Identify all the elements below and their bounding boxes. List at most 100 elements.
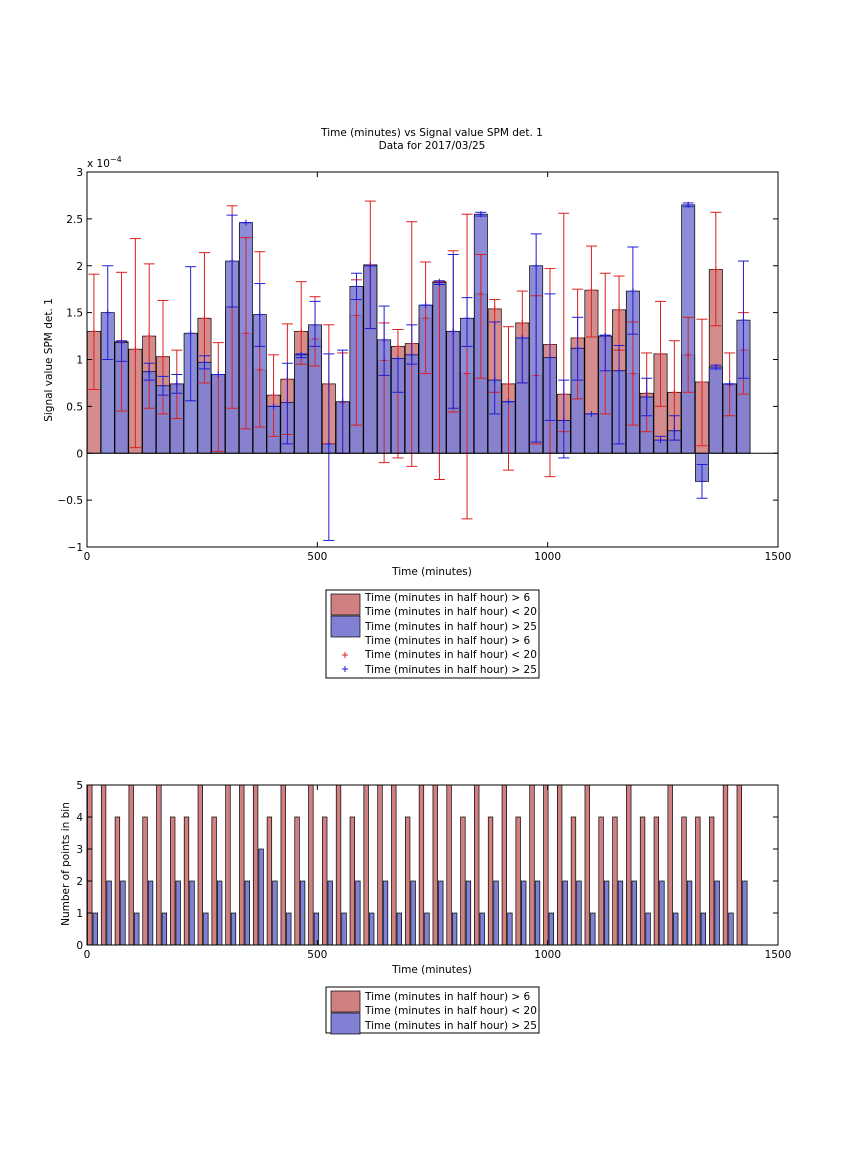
bar (156, 784, 162, 946)
bar (603, 880, 610, 946)
bar (322, 816, 328, 946)
chart-title: Time (minutes) vs Signal value SPM det. … (320, 127, 543, 139)
bottom-legend: Time (minutes in half hour) > 6 Time (mi… (325, 986, 540, 1035)
x-tick-label: 1000 (534, 551, 561, 563)
y-tick-label: 2 (76, 261, 83, 273)
bar (617, 880, 624, 946)
bar (327, 880, 333, 946)
legend-entry: Time (minutes in half hour) > 25 (364, 621, 537, 633)
bar (410, 880, 416, 946)
bar (460, 816, 466, 946)
bar (280, 784, 286, 946)
bar (211, 816, 217, 946)
legend-entry: Time (minutes in half hour) < 20 (364, 1005, 537, 1017)
bar (313, 912, 320, 946)
y-tick-label: 0 (76, 448, 83, 460)
legend-entry: Time (minutes in half hour) > 25 (364, 664, 537, 676)
plot-frame (86, 784, 779, 946)
bar (230, 912, 237, 946)
bar (335, 784, 342, 946)
legend-entry: Time (minutes in half hour) > 25 (364, 1020, 537, 1032)
legend-entry: Time (minutes in half hour) > 6 (364, 592, 531, 604)
bar (175, 880, 181, 946)
y-tick-label: 5 (76, 780, 83, 792)
bar (659, 880, 665, 946)
bar (501, 784, 508, 946)
legend-swatch-red (330, 593, 361, 616)
bar (626, 784, 632, 946)
bar (521, 880, 527, 946)
y-tick-label: 1.5 (66, 308, 83, 320)
bar (418, 784, 425, 946)
legend-marker-blue-plus (342, 666, 348, 672)
bar (189, 880, 195, 946)
x-tick-label: 1000 (534, 949, 561, 961)
bar (369, 912, 375, 946)
y-tick-label: 0.5 (66, 401, 83, 413)
bar (424, 912, 430, 946)
bar (576, 880, 582, 946)
bottom-plot-axes: 0 500 1000 1500 0 1 2 3 4 5 (76, 780, 791, 961)
bar (349, 816, 355, 946)
bar (142, 816, 148, 946)
bar (355, 880, 361, 946)
bar (106, 880, 112, 946)
y-tick-label: 2 (76, 876, 83, 888)
bar (294, 354, 309, 454)
bar (446, 784, 452, 946)
bar (534, 880, 541, 946)
bottom-plot-marks (87, 784, 748, 946)
bar (308, 784, 314, 946)
top-y-axis-label: Signal value SPM det. 1 (43, 298, 55, 422)
bar (432, 784, 438, 946)
bar (87, 784, 93, 946)
bar (639, 816, 646, 946)
x-tick-label: 500 (307, 949, 327, 961)
x-tick-label: 500 (307, 551, 327, 563)
top-plot-marks (86, 200, 751, 541)
bar (244, 880, 250, 946)
bar (570, 816, 577, 946)
bar (700, 912, 707, 946)
bar (507, 912, 513, 946)
legend-swatch-red (330, 990, 361, 1013)
bar (493, 880, 499, 946)
legend-entry: Time (minutes in half hour) > 6 (364, 635, 531, 647)
y-tick-label: −1 (68, 542, 83, 554)
bar (120, 880, 126, 946)
bar (341, 912, 347, 946)
bar (161, 912, 168, 946)
bar (474, 784, 480, 946)
bar (590, 912, 596, 946)
bar (584, 413, 599, 454)
bar (100, 784, 107, 946)
bar (479, 912, 485, 946)
bar (653, 816, 660, 946)
y-tick-label: 4 (76, 812, 83, 824)
bar (645, 912, 651, 946)
y-tick-label: −0.5 (58, 495, 84, 507)
bar (252, 784, 259, 946)
top-plot-axes: 0 500 1000 1500 −1 −0.5 0 0.5 1 1.5 2 2.5 3 (58, 167, 792, 563)
bar (396, 912, 402, 946)
legend-entry: Time (minutes in half hour) < 20 (364, 606, 537, 618)
top-legend-box (325, 589, 540, 679)
bar (382, 880, 389, 946)
bar (114, 816, 121, 946)
bar (584, 784, 590, 946)
chart-subtitle: Data for 2017/03/25 (379, 140, 486, 152)
bar (404, 816, 411, 946)
bar (363, 784, 369, 946)
legend-swatch-blue (330, 615, 361, 638)
y-tick-label: 3 (76, 844, 83, 856)
bar (286, 912, 292, 946)
bar (272, 880, 278, 946)
bar (548, 912, 555, 946)
bar (203, 912, 209, 946)
bottom-y-axis-label: Number of points in bin (60, 802, 72, 926)
top-x-axis-label: Time (minutes) (391, 566, 472, 578)
bar (667, 784, 673, 946)
legend-swatch-blue (330, 1012, 361, 1035)
x-tick-label: 0 (84, 949, 91, 961)
